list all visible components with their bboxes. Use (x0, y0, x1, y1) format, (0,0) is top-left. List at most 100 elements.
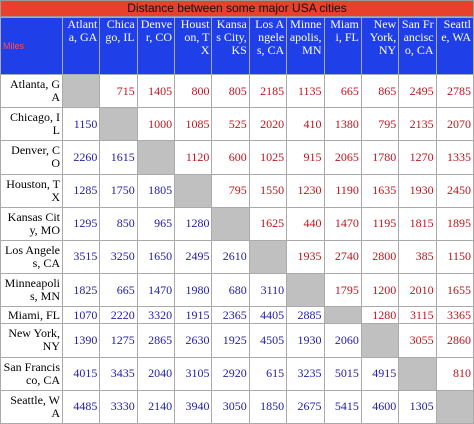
distance-cell: 865 (360, 73, 400, 109)
distance-cell: 2010 (398, 273, 437, 308)
distance-cell: 1935 (286, 239, 325, 275)
distance-cell: 2040 (136, 356, 176, 391)
distance-cell: 1655 (435, 273, 474, 308)
distance-cell: 615 (248, 356, 288, 391)
distance-cell: 1635 (360, 173, 400, 208)
distance-cell: 1280 (360, 306, 400, 325)
column-header: Minneapolis, MN (286, 17, 325, 75)
row-label: Kansas City, MO (0, 206, 63, 241)
distance-cell: 1120 (174, 140, 213, 175)
distance-cell: 410 (286, 107, 325, 142)
distance-cell: 1280 (174, 206, 213, 241)
empty-cell (211, 206, 250, 241)
distance-cell: 1150 (435, 239, 474, 275)
distance-cell: 680 (211, 273, 250, 308)
row-label: Houston, TX (0, 173, 63, 208)
distance-cell: 4505 (248, 323, 288, 358)
column-header: Seattle, WA (435, 17, 474, 75)
distance-cell: 665 (99, 273, 138, 308)
distance-cell: 2070 (435, 107, 474, 142)
distance-cell: 795 (360, 107, 400, 142)
distance-cell: 2220 (99, 306, 138, 325)
distance-cell: 2920 (211, 356, 250, 391)
distance-cell: 1470 (323, 206, 362, 241)
distance-cell: 1780 (360, 140, 400, 175)
distance-cell: 1850 (248, 389, 288, 424)
column-header: Kansas City, KS (211, 17, 250, 75)
distance-cell: 4915 (360, 356, 400, 391)
distance-cell: 2135 (398, 107, 437, 142)
row-label: Atlanta, GA (0, 73, 63, 109)
table-row: Chicago, IL 1150 1000 1085 525 2020 410 1380 795… (0, 107, 474, 142)
distance-cell: 2185 (248, 73, 288, 109)
distance-cell: 3050 (211, 389, 250, 424)
empty-cell (360, 323, 400, 358)
column-header: Atlanta, GA (61, 17, 101, 75)
empty-cell (248, 239, 288, 275)
empty-cell (286, 273, 325, 308)
header-row: Miles Atlanta, GA Chicago, IL Denver, CO Ho… (0, 17, 474, 75)
distance-cell: 1895 (435, 206, 474, 241)
distance-cell: 1275 (99, 323, 138, 358)
empty-cell (398, 356, 437, 391)
table-row: Denver, CO 2260 1615 1120 600 1025 915 2065 1780… (0, 140, 474, 175)
distance-cell: 800 (174, 73, 213, 109)
table-row: Seattle, WA 4485 3330 2140 3940 3050 1850 2675 5… (0, 389, 474, 424)
distance-cell: 1550 (248, 173, 288, 208)
distance-cell: 915 (286, 140, 325, 175)
distance-cell: 1285 (61, 173, 101, 208)
distance-cell: 1390 (61, 323, 101, 358)
distance-cell: 5415 (323, 389, 362, 424)
empty-cell (323, 306, 362, 325)
table-row: Houston, TX 1285 1750 1805 795 1550 1230 1190 16… (0, 173, 474, 208)
distance-cell: 385 (398, 239, 437, 275)
distance-cell: 1650 (136, 239, 176, 275)
distance-cell: 2785 (435, 73, 474, 109)
distance-cell: 810 (435, 356, 474, 391)
distance-cell: 3330 (99, 389, 138, 424)
distance-cell: 1195 (360, 206, 400, 241)
distance-cell: 3435 (99, 356, 138, 391)
column-header: New York, NY (360, 17, 400, 75)
distance-cell: 1135 (286, 73, 325, 109)
row-label: Los Angeles, CA (0, 239, 63, 275)
table-row: San Francisco, CA 4015 3435 2040 3105 2920 615… (0, 356, 474, 391)
distance-cell: 1815 (398, 206, 437, 241)
distance-table: Miles Atlanta, GA Chicago, IL Denver, CO Ho… (0, 17, 474, 424)
distance-cell: 3320 (136, 306, 176, 325)
distance-cell: 4405 (248, 306, 288, 325)
distance-cell: 1200 (360, 273, 400, 308)
table-row: Minneapolis, MN 1825 665 1470 1980 680 3110 179… (0, 273, 474, 308)
table-row: Miami, FL 1070 2220 3320 1915 2365 4405 2885 128… (0, 306, 474, 325)
column-header: Miami, FL (323, 17, 362, 75)
distance-cell: 1930 (398, 173, 437, 208)
empty-cell (136, 140, 176, 175)
distance-cell: 1305 (398, 389, 437, 424)
distance-cell: 1925 (211, 323, 250, 358)
distance-cell: 965 (136, 206, 176, 241)
distance-cell: 525 (211, 107, 250, 142)
distance-cell: 2020 (248, 107, 288, 142)
table-row: Los Angeles, CA 3515 3250 1650 2495 2610 1935 2… (0, 239, 474, 275)
column-header: San Francisco, CA (398, 17, 437, 75)
distance-cell: 850 (99, 206, 138, 241)
distance-cell: 2495 (174, 239, 213, 275)
distance-cell: 3105 (174, 356, 213, 391)
distance-cell: 2740 (323, 239, 362, 275)
distance-cell: 3940 (174, 389, 213, 424)
distance-cell: 1000 (136, 107, 176, 142)
distance-cell: 1070 (61, 306, 101, 325)
distance-cell: 1405 (136, 73, 176, 109)
distance-cell: 2630 (174, 323, 213, 358)
distance-cell: 2860 (435, 323, 474, 358)
distance-cell: 1615 (99, 140, 138, 175)
distance-cell: 1270 (398, 140, 437, 175)
distance-cell: 4015 (61, 356, 101, 391)
distance-cell: 2495 (398, 73, 437, 109)
distance-cell: 3235 (286, 356, 325, 391)
table-body: Atlanta, GA 715 1405 800 805 2185 1135 665 865 24… (0, 73, 474, 424)
distance-cell: 3515 (61, 239, 101, 275)
distance-cell: 1750 (99, 173, 138, 208)
row-label: Chicago, IL (0, 107, 63, 142)
distance-cell: 1470 (136, 273, 176, 308)
